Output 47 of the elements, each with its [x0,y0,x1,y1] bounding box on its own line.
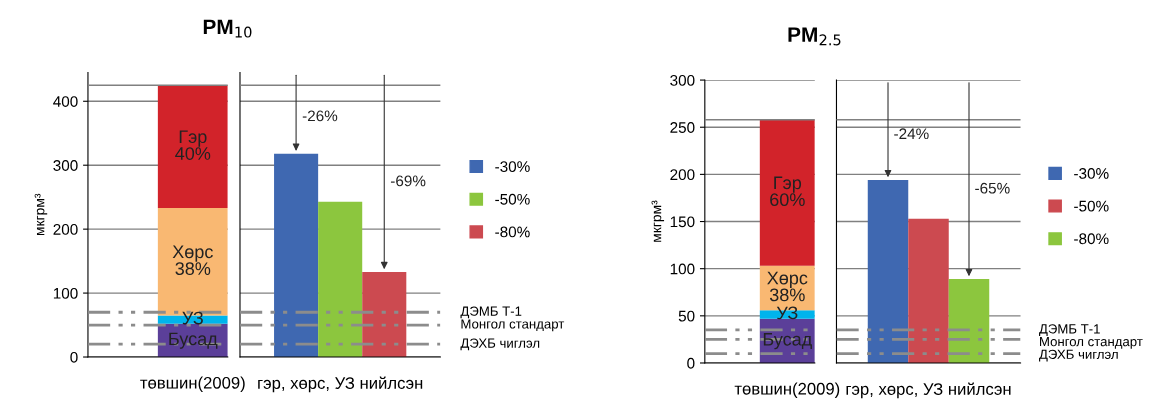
chart-title: PM$_{2.5}$ [788,27,841,46]
y-tick-label: 300 [670,74,695,86]
y-tick-label: 200 [670,169,695,181]
ref-line-label: ДЭХБ чиглэл [1039,349,1118,362]
series-label: Бусад [169,332,218,349]
series-label: Хөрс [767,271,808,289]
annotation: 38% [769,288,805,302]
y-tick-label: 200 [53,224,78,235]
series-label: Гэр [179,130,207,147]
ref-line-label: Монгол стандарт [1040,337,1143,349]
y-tick-label: 300 [53,160,78,171]
y-tick-label: 150 [670,216,695,228]
x-tick-label: гэр, хөрс, УЗ нийлсэн [846,382,1011,399]
y-tick-label: 0 [687,357,695,369]
ref-line-label: ДЭМБ Т-1 [460,306,522,319]
y-tick-label: 250 [670,122,695,133]
annotation: 38% [175,262,211,276]
y-tick-label: 400 [53,96,78,107]
series-label: УЗ [776,306,798,320]
legend-label: -80% [495,226,530,238]
series-label: Хөрс [172,245,213,262]
annotation: 60% [770,193,805,207]
y-tick-label: 50 [678,310,695,322]
series-label: Гэр [774,176,802,193]
annotation: -65% [975,182,1010,194]
y-tick-label: 100 [670,263,695,275]
x-tick-label: төвшин(2009) [140,376,245,392]
x-tick-label: гэр, хөрс, УЗ нийлсэн [258,376,423,393]
ref-line-label: ДЭХБ чиглэл [460,338,540,351]
chart-title: PM$_{10}$ [203,19,252,38]
legend-label: -50% [495,193,530,205]
ref-line-label: ДЭМБ Т-1 [1039,324,1100,337]
annotation: 40% [175,147,211,160]
annotation: -26% [302,110,338,122]
series-label: Бусад [763,333,812,350]
y-tick-label: 0 [70,351,78,363]
legend-label: -30% [1074,168,1109,179]
y-axis-title: мкгрм³ [34,193,48,236]
legend-label: -50% [1074,200,1109,212]
annotation: -24% [894,128,929,140]
y-tick-label: 100 [53,287,78,299]
ref-line-label: Монгол стандарт [461,319,565,332]
legend-label: -80% [1074,233,1109,245]
x-tick-label: төвшин(2009) [734,382,840,398]
legend-label: -30% [495,161,530,173]
y-axis-title: мкгрм³ [651,200,665,242]
annotation: -69% [390,175,426,187]
